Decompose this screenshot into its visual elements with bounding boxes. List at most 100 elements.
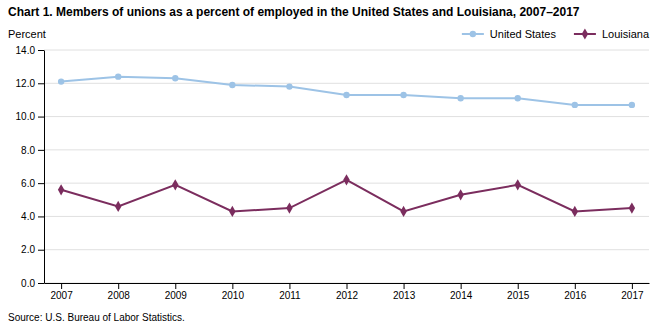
point xyxy=(572,206,578,217)
x-tick-mark xyxy=(175,283,176,289)
y-tick-label: 6.0 xyxy=(21,178,35,189)
y-tick: 12.0 xyxy=(16,78,44,89)
y-tick: 10.0 xyxy=(16,111,44,122)
point xyxy=(229,206,235,217)
point xyxy=(343,92,349,98)
point xyxy=(515,95,521,101)
x-tick-label: 2015 xyxy=(507,290,530,301)
y-tick-label: 0.0 xyxy=(21,278,35,289)
x-tick-label: 2016 xyxy=(564,290,587,301)
y-tick-mark xyxy=(38,150,44,151)
point xyxy=(172,75,178,81)
y-tick-mark xyxy=(38,216,44,217)
x-tick-label: 2011 xyxy=(279,290,301,301)
x-tick-label: 2008 xyxy=(108,290,131,301)
point xyxy=(115,201,121,212)
point xyxy=(629,203,635,214)
point xyxy=(343,174,349,185)
source: Source: U.S. Bureau of Labor Statistics. xyxy=(8,312,185,323)
y-axis: 0.0 2.0 4.0 6.0 8.0 10.0 12.0 14.0 xyxy=(16,45,45,289)
y-tick-mark xyxy=(38,250,44,251)
y-tick-mark xyxy=(38,183,44,184)
y-axis-line xyxy=(44,51,45,284)
grid xyxy=(44,50,649,283)
x-axis: 2007 2008 2009 2010 2011 2012 2013 2014 2015 2016… xyxy=(45,283,650,301)
grid-line xyxy=(44,116,649,117)
legend-marker xyxy=(470,31,476,37)
x-tick-label: 2010 xyxy=(222,290,245,301)
legend-label: Louisiana xyxy=(602,28,650,40)
point xyxy=(400,206,406,217)
legend-label: United States xyxy=(490,28,557,40)
point xyxy=(286,83,292,89)
x-tick-label: 2014 xyxy=(450,290,473,301)
chart: Chart 1. Members of unions as a percent … xyxy=(0,0,665,327)
y-tick-label: 8.0 xyxy=(21,145,35,156)
x-tick-label: 2017 xyxy=(621,290,644,301)
x-tick-mark xyxy=(632,283,633,289)
y-tick-label: 14.0 xyxy=(16,45,36,56)
x-tick: 2007 xyxy=(50,283,73,301)
x-tick-mark xyxy=(404,283,405,289)
x-tick-label: 2009 xyxy=(165,290,188,301)
y-axis-label: Percent xyxy=(8,28,46,40)
x-tick-mark xyxy=(461,283,462,289)
y-tick-mark xyxy=(38,50,44,51)
title: Chart 1. Members of unions as a percent … xyxy=(8,5,580,19)
x-tick: 2010 xyxy=(222,283,245,301)
grid-line xyxy=(44,83,649,84)
x-tick-mark xyxy=(575,283,576,289)
grid-line xyxy=(44,50,649,51)
legend: United States Louisiana xyxy=(462,28,650,40)
point xyxy=(515,179,521,190)
y-tick-mark xyxy=(38,283,44,284)
grid-line xyxy=(44,149,649,150)
y-tick-label: 2.0 xyxy=(21,244,35,255)
y-tick-mark xyxy=(38,117,44,118)
y-tick: 2.0 xyxy=(21,244,44,255)
x-tick-mark xyxy=(518,283,519,289)
y-tick: 14.0 xyxy=(16,45,44,56)
x-tick: 2014 xyxy=(450,283,473,301)
point xyxy=(58,78,64,84)
point xyxy=(400,92,406,98)
grid-line xyxy=(44,216,649,217)
point xyxy=(172,179,178,190)
grid-line xyxy=(44,249,649,250)
point xyxy=(629,102,635,108)
y-tick-label: 12.0 xyxy=(16,78,36,89)
x-tick-mark xyxy=(118,283,119,289)
point xyxy=(457,189,463,200)
x-tick: 2009 xyxy=(165,283,188,301)
x-tick-mark xyxy=(61,283,62,289)
y-tick-mark xyxy=(38,83,44,84)
legend-marker xyxy=(582,28,588,39)
point xyxy=(58,184,64,195)
x-tick: 2015 xyxy=(507,283,530,301)
x-tick-mark xyxy=(347,283,348,289)
x-tick-label: 2012 xyxy=(336,290,359,301)
point xyxy=(229,82,235,88)
x-tick: 2012 xyxy=(336,283,359,301)
x-tick-label: 2007 xyxy=(50,290,73,301)
x-tick-mark xyxy=(289,283,290,289)
series-line xyxy=(61,77,632,105)
legend-item: United States xyxy=(462,28,557,40)
x-tick: 2017 xyxy=(621,283,644,301)
x-tick: 2013 xyxy=(393,283,416,301)
point xyxy=(286,203,292,214)
x-tick: 2008 xyxy=(108,283,131,301)
y-tick: 0.0 xyxy=(21,278,44,289)
y-tick: 4.0 xyxy=(21,211,44,222)
x-tick: 2016 xyxy=(564,283,587,301)
x-tick: 2011 xyxy=(279,283,301,301)
legend-item: Louisiana xyxy=(574,28,650,40)
plot-area xyxy=(58,73,635,217)
point xyxy=(572,102,578,108)
y-tick-label: 10.0 xyxy=(16,111,36,122)
y-tick: 6.0 xyxy=(21,178,44,189)
y-tick-label: 4.0 xyxy=(21,211,35,222)
point xyxy=(457,95,463,101)
x-tick-mark xyxy=(232,283,233,289)
point xyxy=(115,73,121,79)
